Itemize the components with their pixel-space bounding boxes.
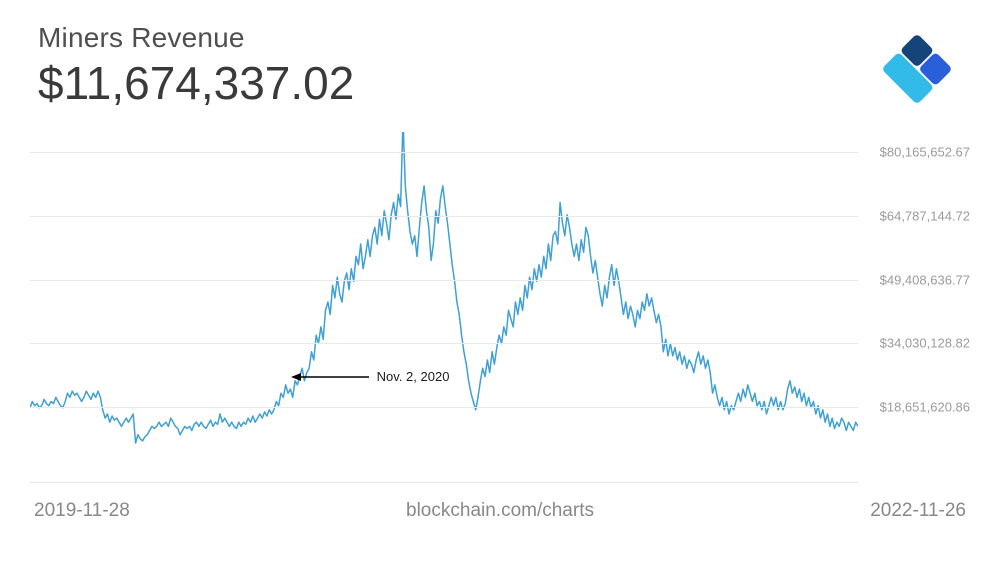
annotation: Nov. 2, 2020 (291, 369, 450, 386)
gridline (30, 152, 858, 153)
y-axis-label: $18,651,620.86 (868, 400, 970, 415)
gridline (30, 407, 858, 408)
data-line (30, 132, 858, 443)
chart-title: Miners Revenue (38, 22, 354, 54)
y-axis-label: $64,787,144.72 (868, 208, 970, 223)
gridline (30, 343, 858, 344)
y-axis-label: $34,030,128.82 (868, 336, 970, 351)
y-axis-label: $80,165,652.67 (868, 145, 970, 160)
source-label: blockchain.com/charts (30, 500, 970, 522)
line-plot (30, 132, 858, 472)
chart-area: $18,651,620.86 $34,030,128.82 $49,408,636.… (30, 132, 970, 472)
logo-icon (872, 24, 962, 114)
annotation-label: Nov. 2, 2020 (377, 369, 450, 384)
x-axis-end-label: 2022-11-26 (870, 500, 966, 522)
y-axis-label: $49,408,636.77 (868, 272, 970, 287)
chart-header: Miners Revenue $11,674,337.02 (38, 22, 354, 110)
chart-big-value: $11,674,337.02 (38, 56, 354, 110)
gridline (30, 216, 858, 217)
gridline (30, 280, 858, 281)
footer-divider (30, 482, 858, 483)
